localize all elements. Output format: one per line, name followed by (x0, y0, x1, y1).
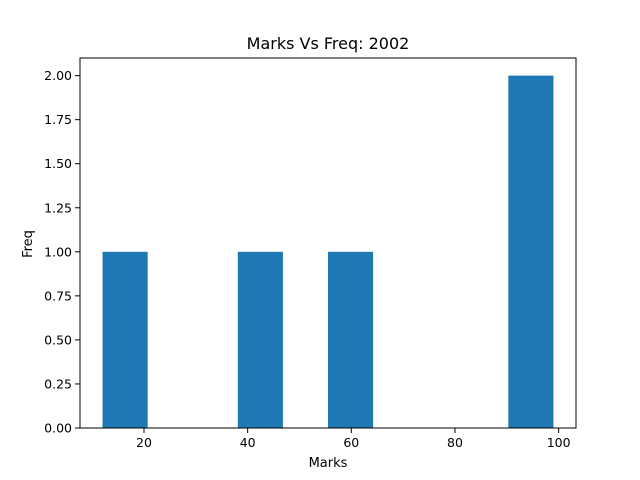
x-axis-label: Marks (309, 456, 348, 471)
ticks-layer: 20 40 60 80 100 0.00 0.25 0.50 0.75 1.00 1.25 1.50 1… (44, 68, 570, 450)
bar-1 (237, 251, 283, 428)
bar-3 (508, 75, 554, 429)
y-tick-label-4: 1.00 (44, 244, 72, 259)
bar-0 (102, 251, 148, 428)
axes-layer (79, 57, 577, 429)
x-tick-label-1: 40 (240, 435, 256, 450)
x-tick-label-3: 80 (447, 435, 463, 450)
y-axis-label: Freq (21, 230, 36, 258)
x-tick-label-2: 60 (343, 435, 359, 450)
y-tick-label-1: 0.25 (44, 376, 72, 391)
y-tick-label-8: 2.00 (44, 68, 72, 83)
x-tick-label-0: 20 (136, 435, 152, 450)
bar-2 (328, 251, 374, 428)
y-tick-label-2: 0.50 (44, 332, 72, 347)
chart-title: Marks Vs Freq: 2002 (247, 34, 410, 53)
y-tick-label-6: 1.50 (44, 156, 72, 171)
y-tick-label-5: 1.25 (44, 200, 72, 215)
y-tick-label-3: 0.75 (44, 288, 72, 303)
bars-layer (102, 75, 554, 429)
y-tick-label-0: 0.00 (44, 421, 72, 436)
plot-frame (79, 57, 577, 429)
x-tick-label-4: 100 (547, 435, 571, 450)
y-tick-label-7: 1.75 (44, 112, 72, 127)
